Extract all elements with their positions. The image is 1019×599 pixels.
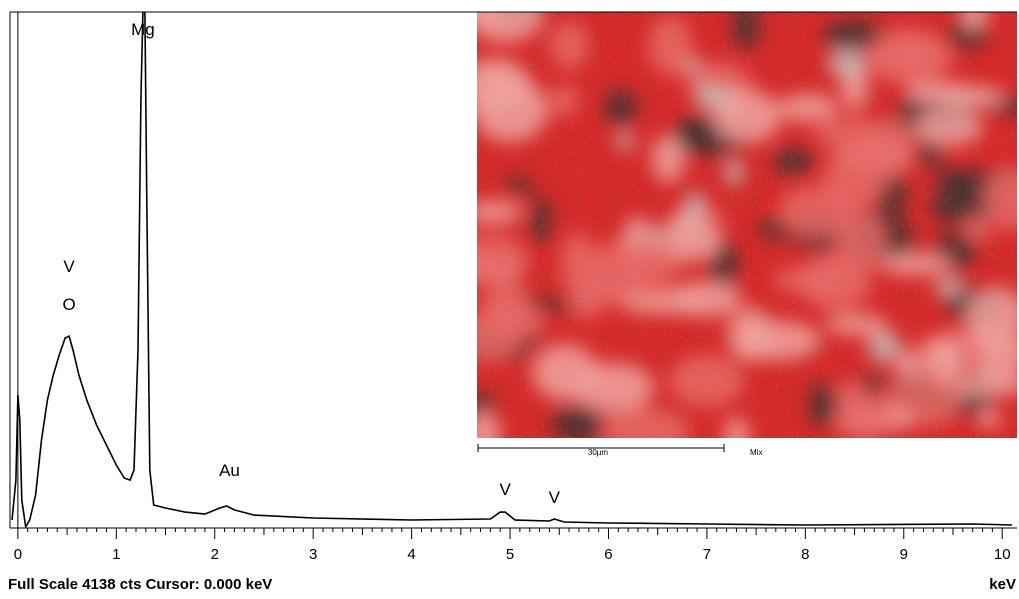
sem-map [477, 12, 1017, 438]
footer: Full Scale 4138 cts Cursor: 0.000 keV [8, 576, 272, 593]
x-tick-label: 7 [703, 546, 711, 563]
spectrum [11, 12, 1013, 528]
x-tick-label: 10 [994, 546, 1011, 563]
x-tick-label: 5 [506, 546, 514, 563]
x-tick-label: 2 [211, 546, 219, 563]
x-tick-label: 0 [14, 546, 22, 563]
scale-bar-label: 30µm [588, 448, 609, 457]
x-tick-label: 1 [112, 546, 120, 563]
green-dots [477, 12, 1017, 438]
map-label: Mix [750, 448, 762, 457]
peak-label: Au [219, 461, 240, 480]
x-unit: keV [989, 576, 1016, 593]
peak-label: O [62, 295, 75, 314]
x-tick-label: 4 [407, 546, 415, 563]
peak-label: Mg [131, 20, 155, 39]
x-tick-label: 6 [604, 546, 612, 563]
peak-label: V [499, 480, 511, 499]
x-tick-label: 3 [309, 546, 317, 563]
peak-label: V [63, 257, 75, 276]
x-tick-label: 9 [900, 546, 908, 563]
x-tick-label: 8 [801, 546, 809, 563]
peak-label: V [549, 488, 561, 507]
